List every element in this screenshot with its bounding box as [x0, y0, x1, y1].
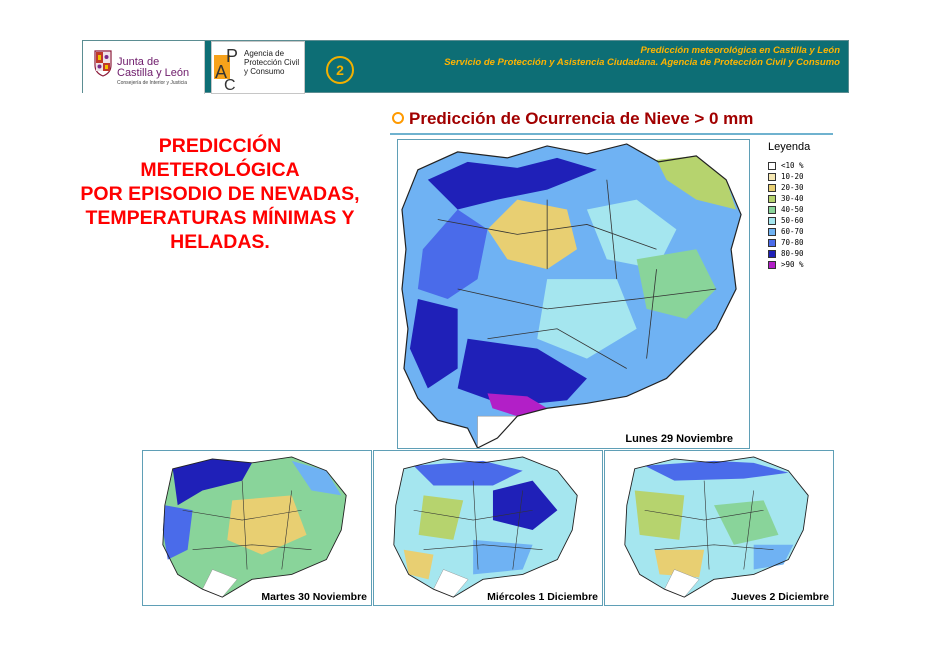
- legend-swatch: [768, 194, 776, 203]
- legend-item: >90 %: [768, 259, 830, 270]
- map-caption: Lunes 29 Noviembre: [625, 433, 733, 445]
- legend-label: 80-90: [781, 249, 804, 258]
- legend-label: 70-80: [781, 238, 804, 247]
- heading-line: PREDICCIÓN: [158, 135, 282, 157]
- forecast-map-wednesday: Miércoles 1 Diciembre: [373, 450, 603, 606]
- legend-swatch: [768, 260, 776, 269]
- section-title: Predicción de Ocurrencia de Nieve > 0 mm: [392, 109, 753, 129]
- title-divider: [390, 133, 833, 135]
- svg-text:C: C: [224, 77, 236, 91]
- heading-line: HELADAS.: [170, 231, 270, 253]
- legend-label: >90 %: [781, 260, 804, 269]
- forecast-map-thursday: Jueves 2 Diciembre: [604, 450, 834, 606]
- legend-item: 20-30: [768, 182, 830, 193]
- legend-item: 80-90: [768, 248, 830, 259]
- agencia-line2: Protección Civil: [244, 58, 300, 67]
- legend: Leyenda <10 % 10-20 20-30 30-40 40-50 50…: [768, 141, 830, 270]
- junta-name-line2: Castilla y León: [117, 67, 190, 79]
- svg-text:P: P: [226, 46, 238, 66]
- legend-title: Leyenda: [768, 141, 811, 153]
- junta-logo: Junta de Castilla y León Consejería de I…: [83, 41, 205, 94]
- main-forecast-map: Lunes 29 Noviembre: [397, 139, 750, 449]
- header-banner: Junta de Castilla y León Consejería de I…: [82, 40, 849, 94]
- svg-text:A: A: [215, 62, 227, 82]
- legend-swatch: [768, 227, 776, 236]
- agencia-line1: Agencia de: [244, 49, 285, 58]
- snow-probability-map-small: [624, 456, 809, 598]
- pac-logo-icon: P A C: [214, 46, 238, 91]
- agencia-line3: y Consumo: [244, 67, 285, 76]
- section-title-text: Predicción de Ocurrencia de Nieve > 0 mm: [409, 109, 754, 128]
- legend-label: 40-50: [781, 205, 804, 214]
- page-number-badge: 2: [326, 56, 354, 84]
- legend-item: 10-20: [768, 171, 830, 182]
- legend-swatch: [768, 249, 776, 258]
- map-caption: Martes 30 Noviembre: [261, 591, 367, 603]
- map-caption: Miércoles 1 Diciembre: [487, 591, 598, 603]
- legend-label: 50-60: [781, 216, 804, 225]
- junta-department: Consejería de Interior y Justicia: [117, 80, 188, 86]
- junta-name-line1: Junta de: [117, 56, 160, 68]
- legend-label: 10-20: [781, 172, 804, 181]
- legend-label: 60-70: [781, 227, 804, 236]
- legend-item: 60-70: [768, 226, 830, 237]
- legend-label: <10 %: [781, 161, 804, 170]
- legend-label: 30-40: [781, 194, 804, 203]
- legend-swatch: [768, 172, 776, 181]
- main-heading: PREDICCIÓN METEROLÓGICA POR EPISODIO DE …: [70, 134, 370, 254]
- banner-title: Predicción meteorológica en Castilla y L…: [640, 45, 840, 56]
- legend-item: 70-80: [768, 237, 830, 248]
- legend-item: 40-50: [768, 204, 830, 215]
- snow-probability-map-small: [393, 456, 578, 598]
- heading-line: POR EPISODIO DE NEVADAS,: [80, 183, 360, 205]
- forecast-map-tuesday: Martes 30 Noviembre: [142, 450, 372, 606]
- legend-swatch: [768, 216, 776, 225]
- legend-swatch: [768, 183, 776, 192]
- coat-of-arms-icon: [94, 50, 112, 77]
- agencia-logo: P A C Agencia de Protección Civil y Cons…: [211, 41, 305, 94]
- legend-item: <10 %: [768, 160, 830, 171]
- snow-probability-map-small: [162, 456, 347, 598]
- legend-swatch: [768, 238, 776, 247]
- legend-item: 30-40: [768, 193, 830, 204]
- legend-swatch: [768, 161, 776, 170]
- heading-line: METEROLÓGICA: [140, 159, 300, 181]
- legend-label: 20-30: [781, 183, 804, 192]
- legend-swatch: [768, 205, 776, 214]
- snow-probability-map-main: [401, 143, 742, 448]
- circle-bullet-icon: [392, 112, 404, 124]
- legend-item: 50-60: [768, 215, 830, 226]
- heading-line: TEMPERATURAS MÍNIMAS Y: [85, 207, 355, 229]
- map-caption: Jueves 2 Diciembre: [730, 591, 829, 603]
- banner-subtitle: Servicio de Protección y Asistencia Ciud…: [444, 57, 840, 68]
